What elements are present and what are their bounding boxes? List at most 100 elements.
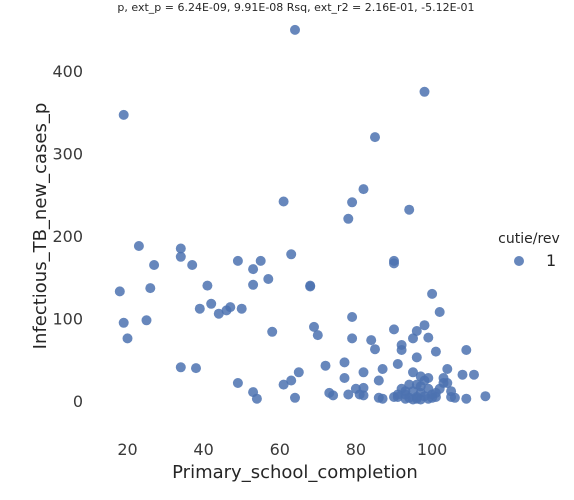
- data-point: [392, 359, 403, 369]
- data-point: [408, 386, 418, 397]
- x-tick-label: 20: [117, 440, 137, 459]
- data-point: [320, 360, 331, 371]
- data-point: [411, 352, 422, 363]
- data-point: [347, 312, 358, 322]
- data-point: [290, 392, 300, 403]
- data-point: [442, 378, 453, 388]
- data-point: [232, 378, 243, 388]
- x-axis-label: Primary_school_completion: [172, 462, 418, 483]
- data-point: [415, 394, 426, 405]
- data-point: [175, 362, 186, 373]
- data-point: [370, 132, 380, 143]
- y-tick-label: 400: [52, 62, 83, 81]
- data-point: [145, 283, 156, 294]
- data-point: [389, 258, 399, 269]
- data-point: [286, 375, 297, 386]
- data-point: [305, 281, 316, 292]
- data-point: [411, 326, 422, 336]
- data-point: [213, 308, 224, 319]
- data-point: [141, 315, 152, 326]
- data-point: [278, 196, 289, 207]
- data-point: [248, 264, 259, 275]
- data-point: [430, 346, 441, 357]
- y-tick-label: 0: [73, 392, 83, 411]
- data-point: [175, 251, 186, 262]
- x-ticks: 20 40 60 80 100: [117, 440, 447, 459]
- data-point: [286, 249, 297, 260]
- data-point: [267, 326, 278, 337]
- data-point: [293, 367, 304, 378]
- data-point: [377, 364, 388, 374]
- legend-marker: [514, 256, 524, 266]
- data-point: [404, 204, 415, 215]
- data-point: [232, 255, 243, 266]
- data-point: [236, 303, 247, 314]
- data-point: [423, 332, 434, 343]
- data-point: [392, 389, 403, 400]
- data-point: [358, 184, 369, 195]
- legend-title: cutie/rev: [498, 231, 560, 247]
- y-tick-label: 100: [52, 310, 83, 329]
- data-point: [469, 369, 479, 380]
- data-point: [366, 335, 377, 346]
- data-point: [191, 363, 201, 374]
- data-point: [278, 379, 289, 390]
- data-point: [457, 369, 468, 380]
- data-point: [408, 394, 418, 405]
- data-point: [114, 286, 125, 297]
- data-point: [347, 197, 358, 208]
- data-point: [396, 345, 407, 355]
- y-tick-label: 300: [52, 145, 83, 164]
- data-point: [118, 317, 129, 328]
- data-point: [389, 324, 399, 335]
- data-point: [427, 288, 438, 299]
- data-point: [251, 393, 262, 404]
- data-point: [358, 367, 369, 378]
- data-point: [263, 274, 274, 284]
- data-point: [133, 241, 144, 251]
- data-point: [377, 393, 388, 404]
- data-point: [248, 279, 259, 290]
- data-point: [358, 382, 369, 393]
- data-point: [194, 303, 205, 314]
- data-point: [400, 393, 411, 404]
- data-point: [408, 367, 418, 378]
- data-point: [423, 373, 434, 383]
- data-point: [118, 109, 129, 120]
- data-point: [202, 280, 213, 291]
- y-ticks: 0 100 200 300 400: [52, 62, 83, 411]
- data-point: [449, 392, 460, 403]
- data-point: [312, 330, 323, 341]
- data-point: [442, 364, 453, 374]
- data-point: [370, 344, 380, 355]
- data-point: [408, 333, 418, 344]
- x-tick-label: 60: [270, 440, 290, 459]
- data-point: [339, 357, 350, 368]
- data-point: [480, 391, 491, 402]
- data-point: [255, 255, 266, 266]
- data-point: [309, 321, 319, 332]
- x-tick-label: 80: [346, 440, 366, 459]
- data-point: [423, 393, 434, 404]
- legend-entry: 1: [546, 251, 556, 270]
- data-point: [461, 393, 472, 404]
- data-point: [187, 260, 198, 270]
- chart-title: p, ext_p = 6.24E-09, 9.91E-08 Rsq, ext_r…: [117, 1, 474, 14]
- data-point: [225, 302, 236, 313]
- x-tick-label: 100: [417, 440, 448, 459]
- points-layer: [114, 24, 491, 405]
- data-point: [461, 345, 472, 355]
- data-point: [328, 390, 339, 401]
- y-axis-label: Infectious_TB_new_cases_p: [30, 103, 51, 350]
- data-point: [419, 320, 430, 331]
- data-point: [343, 213, 354, 224]
- data-point: [415, 381, 426, 392]
- data-point: [347, 333, 358, 344]
- data-point: [373, 375, 384, 386]
- y-tick-label: 200: [52, 227, 83, 246]
- x-tick-label: 40: [193, 440, 213, 459]
- data-point: [434, 383, 445, 394]
- data-point: [175, 243, 186, 254]
- data-point: [339, 373, 350, 383]
